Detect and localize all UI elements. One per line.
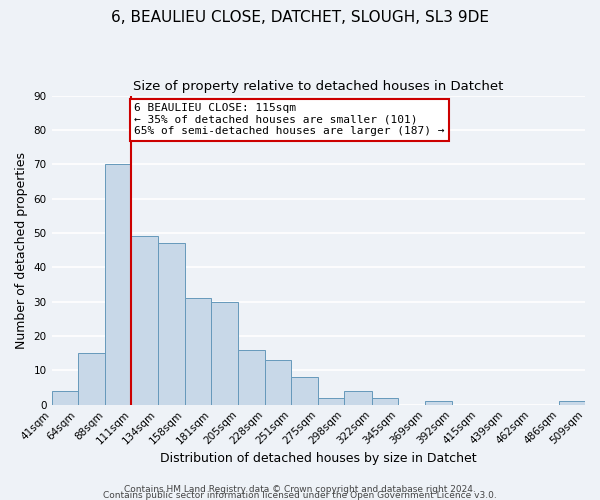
Bar: [52, 391, 78, 404]
Title: Size of property relative to detached houses in Datchet: Size of property relative to detached ho…: [133, 80, 503, 93]
Bar: [344, 391, 372, 404]
Bar: [425, 402, 452, 404]
Bar: [78, 353, 105, 405]
Bar: [265, 360, 291, 405]
X-axis label: Distribution of detached houses by size in Datchet: Distribution of detached houses by size …: [160, 452, 476, 465]
Text: Contains HM Land Registry data © Crown copyright and database right 2024.: Contains HM Land Registry data © Crown c…: [124, 484, 476, 494]
Bar: [318, 398, 344, 404]
Text: 6, BEAULIEU CLOSE, DATCHET, SLOUGH, SL3 9DE: 6, BEAULIEU CLOSE, DATCHET, SLOUGH, SL3 …: [111, 10, 489, 25]
Text: Contains public sector information licensed under the Open Government Licence v3: Contains public sector information licen…: [103, 490, 497, 500]
Text: 6 BEAULIEU CLOSE: 115sqm
← 35% of detached houses are smaller (101)
65% of semi-: 6 BEAULIEU CLOSE: 115sqm ← 35% of detach…: [134, 104, 445, 136]
Bar: [131, 236, 158, 404]
Y-axis label: Number of detached properties: Number of detached properties: [15, 152, 28, 348]
Bar: [105, 164, 131, 404]
Bar: [372, 398, 398, 404]
Bar: [559, 402, 585, 404]
Bar: [238, 350, 265, 405]
Bar: [291, 377, 318, 404]
Bar: [158, 244, 185, 404]
Bar: [185, 298, 211, 405]
Bar: [211, 302, 238, 405]
